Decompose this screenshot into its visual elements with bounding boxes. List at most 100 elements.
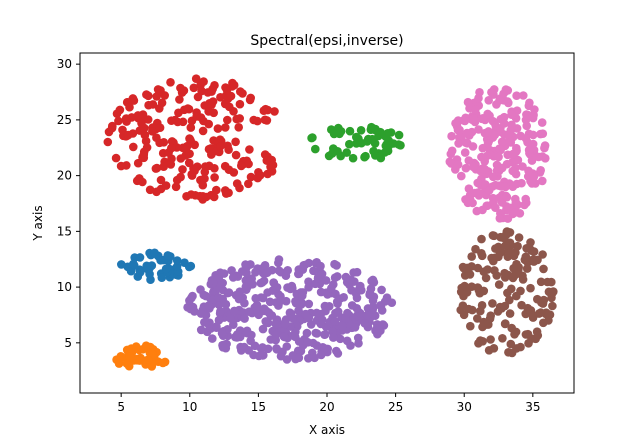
scatter-point [486,335,495,344]
scatter-point [474,93,483,103]
scatter-point [478,337,488,346]
scatter-point [312,329,322,338]
scatter-point [493,307,503,316]
scatter-point [473,178,483,188]
scatter-point [477,114,487,124]
scatter-point [262,156,272,165]
x-tick-label: 35 [525,400,540,414]
scatter-point [477,249,486,258]
scatter-point [333,307,343,316]
scatter-point [183,104,193,113]
scatter-point [480,165,490,174]
scatter-point [175,95,184,104]
scatter-point [529,110,538,120]
scatter-point [362,311,372,320]
scatter-point [503,130,513,140]
scatter-point [481,180,490,189]
scatter-point [462,288,472,297]
scatter-point [240,314,249,323]
y-tick-label: 20 [57,169,72,183]
scatter-point [316,261,325,271]
scatter-point [238,267,247,276]
x-tick-label: 5 [117,400,125,414]
scatter-point [196,309,206,318]
scatter-point [171,182,181,192]
scatter-point [463,97,473,107]
scatter-point [533,255,542,265]
scatter-point [224,165,234,174]
scatter-point [495,96,504,105]
scatter-point [226,91,236,101]
scatter-point [318,315,327,325]
y-tick-label: 25 [57,113,72,127]
scatter-point [352,267,362,277]
scatter-point [457,171,466,181]
scatter-point [265,297,275,307]
scatter-point [148,100,158,109]
scatter-point [491,180,500,190]
scatter-point [166,78,175,87]
scatter-point [524,145,534,155]
scatter-point [495,214,505,223]
scatter-point [304,354,313,363]
scatter-point [460,148,470,157]
scatter-point [104,127,114,137]
scatter-point [454,139,463,148]
scatter-point [549,287,558,296]
scatter-point [517,178,526,188]
scatter-point [462,128,472,138]
scatter-point [342,148,352,157]
scatter-point [514,233,524,242]
scatter-point [143,355,153,365]
scatter-point [365,288,375,298]
scatter-point [527,179,537,188]
scatter-point [216,307,225,316]
scatter-point [498,163,507,173]
scatter-point [529,172,539,181]
scatter-point [461,163,471,173]
scatter-point [208,97,218,106]
scatter-point [538,176,547,186]
scatter-point [152,133,161,142]
scatter-point [155,123,165,132]
scatter-point [271,330,281,340]
scatter-point [276,296,286,306]
scatter-point [229,80,239,90]
scatter-point [291,298,301,308]
scatter-point [376,153,386,163]
scatter-point [382,293,392,303]
scatter-point [363,136,372,146]
scatter-point [473,188,483,197]
scatter-point [478,322,487,332]
scatter-point [325,302,334,311]
scatter-point [152,92,161,101]
scatter-point [246,336,255,346]
scatter-point [294,306,303,315]
scatter-point [274,266,284,276]
scatter-point [345,126,355,136]
scatter-point [207,150,216,159]
scatter-point [316,287,326,297]
scatter-point [512,143,521,153]
scatter-point [383,143,392,153]
scatter-point [506,339,516,349]
scatter-point [246,172,256,182]
scatter-point [141,341,151,351]
scatter-point [135,253,145,262]
scatter-point [477,234,486,244]
scatter-point [483,139,493,148]
scatter-point [522,264,532,273]
scatter-point [377,306,387,315]
scatter-point [503,86,513,95]
scatter-point [157,273,167,283]
scatter-point [259,106,269,115]
scatter-point [268,286,278,295]
scatter-point [125,352,135,362]
scatter-point [234,123,243,132]
scatter-point [251,294,260,303]
scatter-point [123,130,133,140]
scatter-point [494,152,503,162]
scatter-point [145,185,155,195]
scatter-point [335,334,345,344]
scatter-point [476,306,485,316]
